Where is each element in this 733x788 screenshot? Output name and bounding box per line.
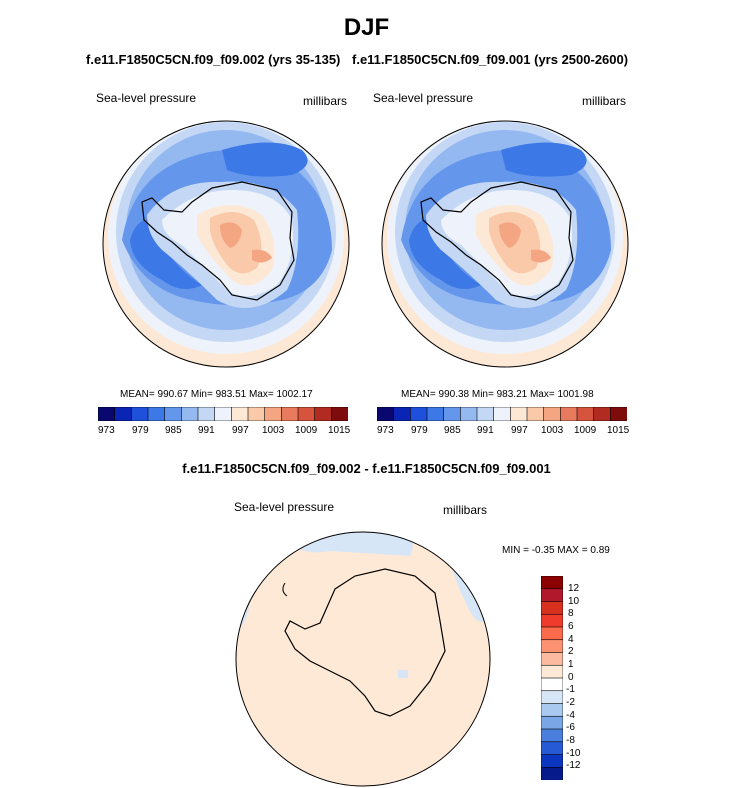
colorbar-swatch <box>541 626 563 641</box>
left-cb-tick: 1003 <box>262 425 285 436</box>
diff-title: f.e11.F1850C5CN.f09_f09.002 - f.e11.F185… <box>182 461 551 476</box>
colorbar-swatch <box>560 407 578 421</box>
left-cb-tick: 985 <box>165 425 182 436</box>
colorbar-swatch <box>543 407 561 421</box>
right-variable-label: Sea-level pressure <box>373 91 474 105</box>
colorbar-swatch <box>510 407 528 421</box>
colorbar-swatch <box>114 407 132 421</box>
colorbar-swatch <box>541 613 563 628</box>
colorbar-swatch <box>541 728 563 743</box>
diff-cb-tick: 12 <box>568 583 580 594</box>
diff-cb-tick: 10 <box>568 596 580 607</box>
diff-cb-tick: -2 <box>566 697 575 708</box>
right-cb-tick: 1003 <box>541 425 564 436</box>
colorbar-swatch <box>541 754 563 768</box>
colorbar-swatch <box>247 407 266 421</box>
diff-cb-tick: 2 <box>568 646 574 657</box>
colorbar-swatch <box>541 601 563 615</box>
colorbar-swatch <box>393 407 411 421</box>
right-cb-tick: 1015 <box>607 425 630 436</box>
colorbar-swatch <box>231 407 249 421</box>
diff-variable-label: Sea-level pressure <box>234 500 335 514</box>
left-cb-tick: 979 <box>132 425 149 436</box>
colorbar-swatch <box>214 407 232 421</box>
right-case-title: f.e11.F1850C5CN.f09_f09.001 (yrs 2500-26… <box>352 52 629 67</box>
colorbar-swatch <box>541 741 563 756</box>
right-colorbar <box>377 407 627 421</box>
colorbar-swatch <box>541 639 563 654</box>
colorbar-swatch <box>576 407 595 421</box>
right-polar-map <box>381 120 629 368</box>
right-cb-tick: 997 <box>511 425 528 436</box>
colorbar-swatch <box>314 407 332 421</box>
colorbar-swatch <box>264 407 282 421</box>
diff-cb-tick: 4 <box>568 634 574 645</box>
colorbar-swatch <box>593 407 611 421</box>
diff-cb-tick: 6 <box>568 621 574 632</box>
left-cb-tick: 991 <box>198 425 215 436</box>
diff-cb-tick: 1 <box>568 659 574 670</box>
colorbar-swatch <box>541 664 563 679</box>
colorbar-swatch <box>541 576 563 590</box>
diff-cb-tick: -8 <box>566 735 575 746</box>
diff-cb-tick: -12 <box>566 760 581 771</box>
diff-cb-tick: 0 <box>568 672 574 683</box>
colorbar-swatch <box>541 652 563 666</box>
left-case-title: f.e11.F1850C5CN.f09_f09.002 (yrs 35-135) <box>86 52 341 67</box>
colorbar-swatch <box>476 407 495 421</box>
colorbar-swatch <box>297 407 316 421</box>
colorbar-swatch <box>377 407 395 421</box>
diff-colorbar <box>541 576 563 780</box>
right-cb-tick: 973 <box>377 425 394 436</box>
colorbar-swatch <box>331 407 348 421</box>
colorbar-swatch <box>197 407 216 421</box>
right-colorbar-labels: 973 979 985 991 997 1003 1009 1015 <box>377 425 630 439</box>
colorbar-swatch <box>493 407 511 421</box>
left-stats: MEAN= 990.67 Min= 983.51 Max= 1002.17 <box>120 389 313 400</box>
left-cb-tick: 997 <box>232 425 249 436</box>
right-cb-tick: 985 <box>444 425 461 436</box>
colorbar-swatch <box>541 766 563 780</box>
diff-cb-tick: -10 <box>566 748 581 759</box>
left-polar-map <box>102 120 350 368</box>
diff-cb-tick: -6 <box>566 722 575 733</box>
diff-cb-tick: -4 <box>566 710 575 721</box>
left-colorbar-labels: 973 979 985 991 997 1003 1009 1015 <box>98 425 351 439</box>
left-cb-tick: 1015 <box>328 425 351 436</box>
diff-units-label: millibars <box>443 503 488 517</box>
colorbar-swatch <box>410 407 428 421</box>
diff-polar-map <box>235 531 491 787</box>
diff-cb-tick: 8 <box>568 608 574 619</box>
left-colorbar <box>98 407 348 421</box>
right-stats: MEAN= 990.38 Min= 983.21 Max= 1001.98 <box>401 389 594 400</box>
left-units-label: millibars <box>303 94 348 108</box>
page-title: DJF <box>343 14 390 41</box>
colorbar-swatch <box>281 407 299 421</box>
colorbar-swatch <box>426 407 445 421</box>
colorbar-swatch <box>460 407 478 421</box>
diff-stats: MIN = -0.35 MAX = 0.89 <box>502 545 610 556</box>
colorbar-swatch <box>541 677 563 692</box>
colorbar-swatch <box>181 407 199 421</box>
right-units-label: millibars <box>582 94 627 108</box>
colorbar-swatch <box>526 407 545 421</box>
colorbar-swatch <box>610 407 627 421</box>
right-cb-tick: 979 <box>411 425 428 436</box>
colorbar-swatch <box>541 715 563 730</box>
right-cb-tick: 1009 <box>574 425 597 436</box>
colorbar-swatch <box>541 690 563 705</box>
colorbar-swatch <box>147 407 166 421</box>
colorbar-swatch <box>541 588 563 603</box>
left-variable-label: Sea-level pressure <box>96 91 197 105</box>
diff-cb-tick: -1 <box>566 684 575 695</box>
colorbar-swatch <box>443 407 461 421</box>
right-cb-tick: 991 <box>477 425 494 436</box>
colorbar-swatch <box>164 407 182 421</box>
colorbar-swatch <box>98 407 116 421</box>
left-cb-tick: 1009 <box>295 425 318 436</box>
colorbar-swatch <box>541 703 563 717</box>
colorbar-swatch <box>131 407 149 421</box>
diff-colorbar-labels: 12 10 8 6 4 2 1 0 -1 -2 -4 -6 -8 -10 -12 <box>566 576 606 780</box>
left-cb-tick: 973 <box>98 425 115 436</box>
